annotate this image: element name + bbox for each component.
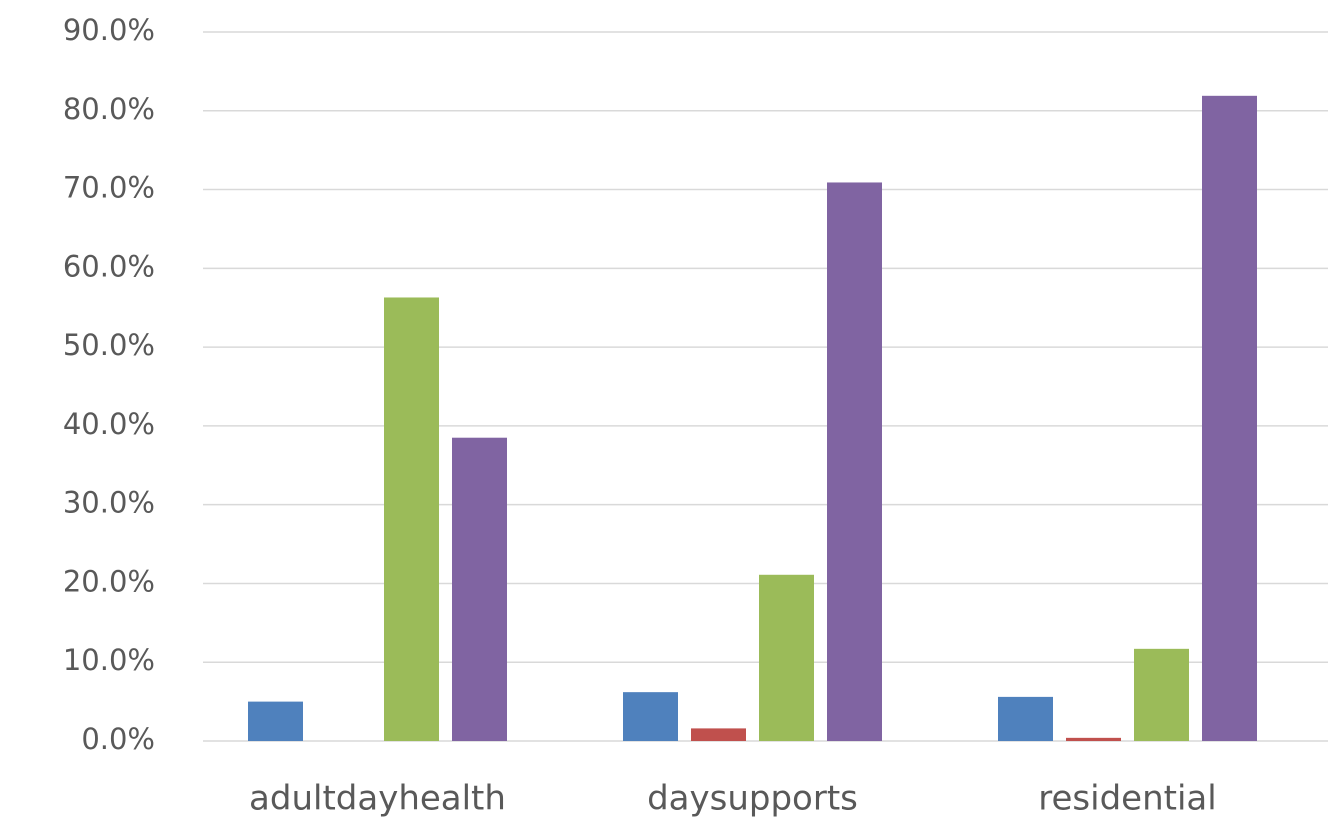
- y-tick-label: 50.0%: [63, 328, 155, 362]
- bar: [1202, 95, 1257, 741]
- bar: [1066, 737, 1121, 741]
- x-tick-label: residential: [1038, 779, 1216, 819]
- bar: [623, 692, 678, 741]
- bar: [1134, 648, 1189, 741]
- y-tick-label: 80.0%: [63, 92, 155, 126]
- bar: [827, 182, 882, 741]
- bar: [759, 574, 814, 741]
- y-tick-label: 10.0%: [63, 643, 155, 677]
- y-tick-label: 0.0%: [81, 722, 155, 756]
- y-tick-label: 70.0%: [63, 171, 155, 205]
- bar: [452, 437, 507, 741]
- y-tick-label: 60.0%: [63, 249, 155, 283]
- y-tick-label: 30.0%: [63, 486, 155, 520]
- bar: [691, 728, 746, 741]
- bar: [998, 696, 1053, 741]
- y-tick-label: 20.0%: [63, 564, 155, 598]
- y-tick-label: 40.0%: [63, 407, 155, 441]
- bar: [248, 701, 303, 741]
- x-tick-label: adultdayhealth: [249, 779, 506, 819]
- bar: [384, 297, 439, 741]
- y-tick-label: 90.0%: [63, 13, 155, 47]
- x-tick-label: daysupports: [647, 779, 858, 819]
